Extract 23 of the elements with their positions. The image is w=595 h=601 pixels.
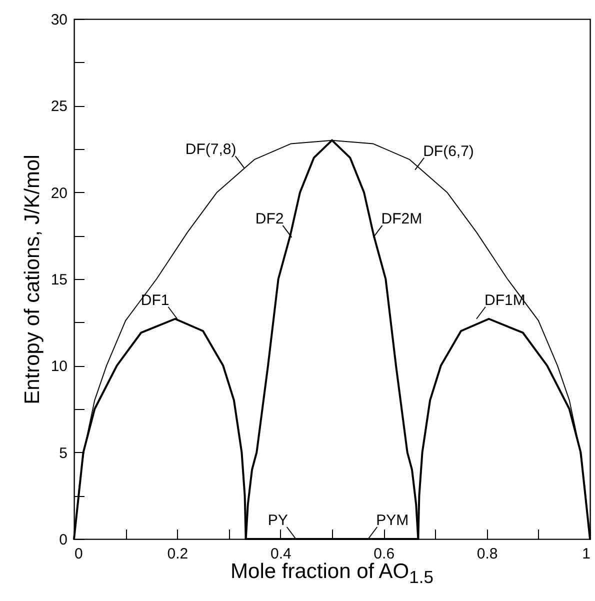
x-axis-title: Mole fraction of AO$_{1.5}$ xyxy=(230,560,434,588)
annotation: DF(7,8) xyxy=(185,141,236,158)
y-tick-label: 5 xyxy=(59,444,68,462)
y-axis-title: Entropy of cations, J/K/mol xyxy=(20,154,44,404)
x-tick-label: 0.8 xyxy=(476,546,498,562)
x-tick-label: 0.4 xyxy=(270,546,292,562)
x-tick-label: 0.6 xyxy=(374,546,395,562)
annotation: PYM xyxy=(376,512,409,529)
x-tick-label: 0 xyxy=(74,546,83,562)
y-tick-label: 10 xyxy=(50,358,68,376)
annotation: DF(6,7) xyxy=(423,142,474,160)
y-tick-label: 25 xyxy=(50,98,68,116)
y-tick-label: 15 xyxy=(50,272,68,288)
y-tick-label: 0 xyxy=(59,532,68,548)
annotation: DF2 xyxy=(255,210,284,228)
x-tick-label: 0.2 xyxy=(167,546,188,562)
y-tick-label: 20 xyxy=(50,184,68,202)
annotation: DF2M xyxy=(381,210,422,228)
annotation: PY xyxy=(268,512,288,529)
annotation: DF1M xyxy=(484,292,526,309)
annotation: DF1 xyxy=(140,292,170,309)
y-tick-label: 30 xyxy=(50,12,68,28)
x-tick-label: 1 xyxy=(582,546,590,562)
